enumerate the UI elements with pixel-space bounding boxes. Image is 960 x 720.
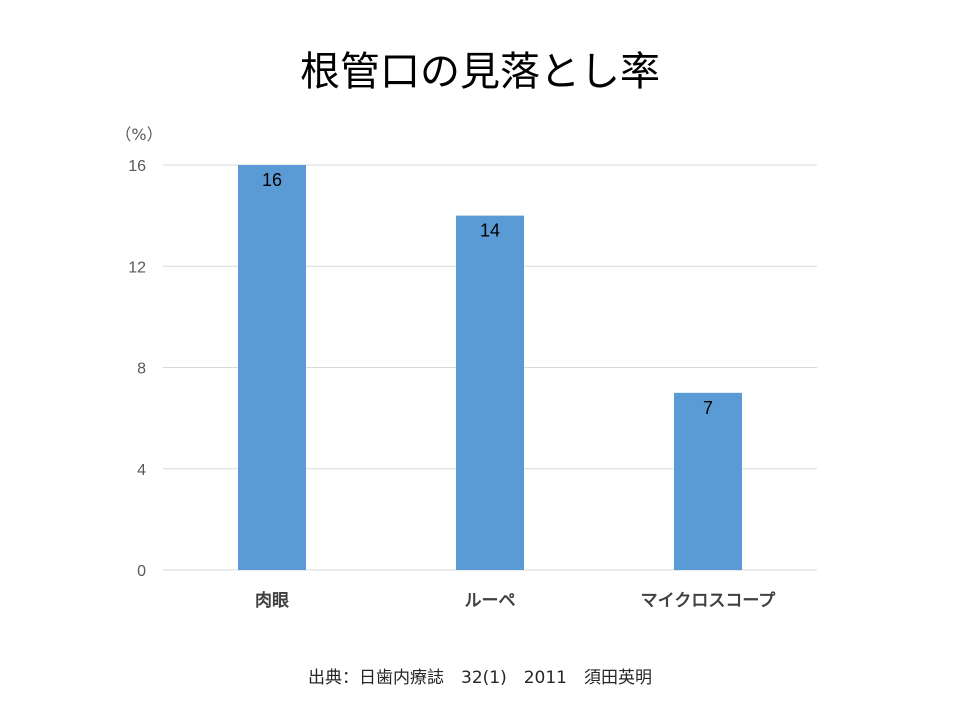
data-label: 14	[480, 221, 500, 241]
x-category-label: ルーペ	[465, 591, 516, 611]
data-label: 16	[262, 170, 282, 190]
slide-title: 根管口の見落とし率	[300, 49, 660, 95]
y-tick-label: 4	[137, 462, 146, 479]
data-label: 7	[703, 398, 713, 418]
y-tick-label: 12	[128, 259, 146, 276]
bar	[238, 165, 306, 570]
y-axis-label: （%）	[115, 125, 162, 144]
y-tick-label: 16	[128, 158, 146, 175]
source-citation: 出典：日歯内療誌 32(1) 2011 須田英明	[308, 668, 652, 688]
y-tick-label: 8	[137, 361, 146, 378]
x-category-label: 肉眼	[255, 590, 289, 611]
bar	[456, 215, 524, 570]
bar	[674, 392, 742, 570]
y-tick-label: 0	[137, 563, 146, 580]
x-category-label: マイクロスコープ	[641, 590, 777, 611]
